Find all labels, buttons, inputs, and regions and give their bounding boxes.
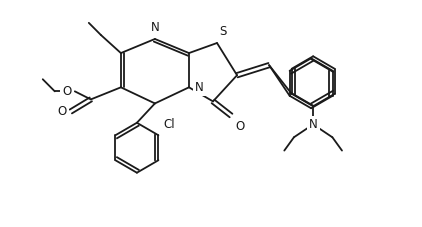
Text: Cl: Cl (163, 118, 175, 131)
Text: N: N (151, 21, 159, 34)
Text: N: N (309, 118, 317, 131)
Text: O: O (57, 105, 67, 118)
Text: O: O (62, 85, 72, 98)
Text: N: N (195, 81, 204, 94)
Text: O: O (235, 120, 244, 133)
Text: S: S (219, 25, 226, 38)
